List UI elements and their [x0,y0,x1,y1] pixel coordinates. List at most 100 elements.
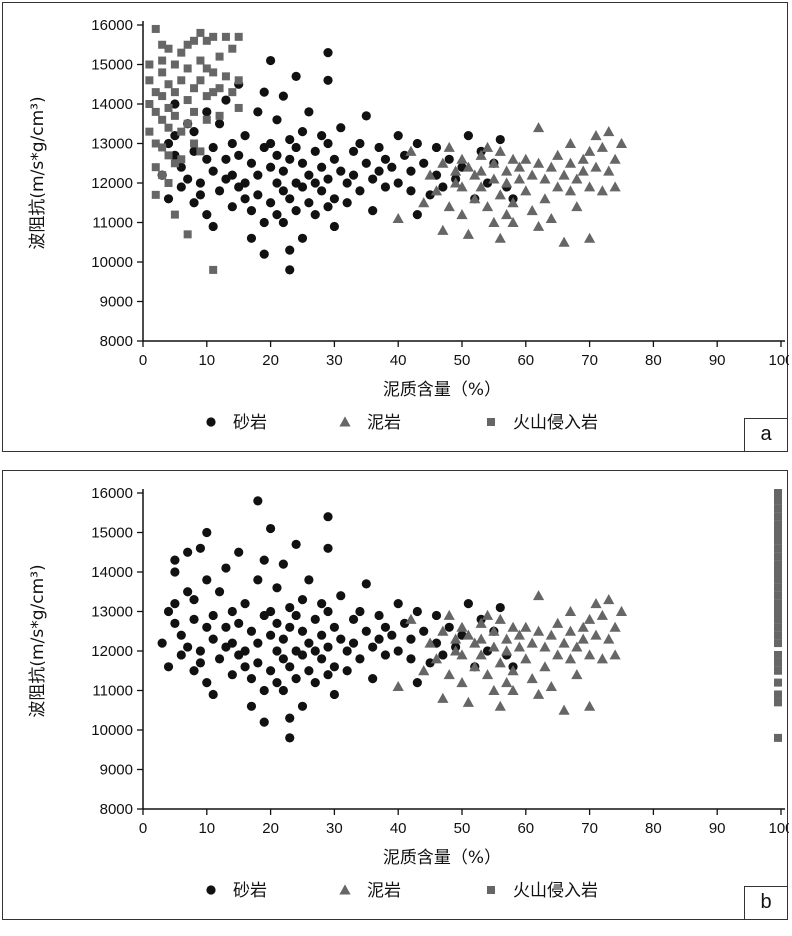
data-point-circle [208,142,218,153]
data-point-circle [361,111,371,121]
data-point-circle [259,87,269,97]
data-point-square [158,115,167,124]
data-point-circle [221,563,231,573]
series-circle [157,496,518,743]
data-point-circle [329,622,339,632]
data-point-circle [355,186,365,196]
data-point-triangle [577,633,589,644]
data-point-square [190,107,199,116]
data-point-circle [317,654,327,664]
data-point-triangle [494,613,506,624]
data-point-triangle [462,161,474,172]
data-point-circle [438,182,448,192]
x-tick-label: 30 [326,820,343,837]
data-point-square [158,40,167,49]
data-point-triangle [437,157,449,168]
data-point-square [158,68,167,77]
y-tick-label: 10000 [91,254,133,271]
data-point-square [221,72,230,81]
x-tick-label: 100 [768,820,789,837]
panel-label-a: a [744,418,788,452]
data-point-square [774,568,782,576]
data-point-triangle [609,649,621,660]
data-point-circle [259,555,269,565]
data-point-circle [304,666,314,676]
data-point-circle [317,186,327,196]
data-point-triangle [558,169,570,180]
x-tick-label: 20 [262,820,279,837]
data-point-circle [387,162,397,172]
data-point-circle [393,178,403,188]
data-point-circle [291,71,301,81]
data-point-triangle [405,145,417,156]
data-point-circle [438,650,448,660]
data-point-triangle [501,645,513,656]
data-point-square [183,119,192,128]
data-point-triangle [520,185,532,196]
data-point-square [774,512,782,521]
data-point-circle [342,666,352,676]
data-point-circle [253,170,263,180]
data-point-circle [342,178,352,188]
data-point-triangle [513,173,526,184]
data-point-circle [240,646,250,656]
data-point-triangle [564,653,577,664]
data-point-circle [368,206,378,216]
data-point-triangle [584,700,596,711]
data-point-triangle [392,212,404,224]
series-square [774,489,782,742]
legend-marker-triangle [339,884,351,895]
x-tick-label: 50 [454,820,471,837]
x-tick-label: 70 [581,820,598,837]
data-point-triangle [513,641,526,652]
legend-label: 火山侵入岩 [513,881,598,901]
data-point-triangle [456,153,468,164]
y-tick-label: 15000 [91,525,133,542]
data-point-triangle [513,161,526,172]
data-point-circle [412,606,422,617]
data-point-circle [297,182,308,192]
data-point-triangle [596,609,608,620]
series-square [145,24,243,274]
data-point-circle [348,638,359,648]
y-tick-label: 12000 [91,175,133,192]
data-point-circle [304,198,314,208]
data-point-triangle [526,637,538,648]
data-point-square [774,489,782,497]
data-point-circle [323,642,333,652]
data-point-triangle [609,181,621,192]
data-point-circle [253,658,263,668]
data-point-triangle [481,141,494,152]
data-point-circle [253,190,263,200]
x-tick-label: 20 [262,352,279,369]
data-point-square [183,96,192,105]
data-point-triangle [469,661,481,672]
data-point-circle [361,579,371,589]
y-axis-title: 波阻抗(m/s*g/cm³) [28,96,48,249]
data-point-triangle [507,197,519,208]
data-point-triangle [571,641,583,652]
data-point-triangle [475,617,487,628]
data-point-circle [272,210,282,220]
data-point-circle [310,210,320,220]
data-point-circle [240,131,250,141]
legend-label: 砂岩 [233,413,267,433]
data-point-square [196,76,205,85]
data-point-square [145,76,154,85]
data-point-circle [272,646,282,656]
data-point-circle [202,154,212,164]
data-point-circle [495,134,505,145]
data-point-circle [406,186,416,196]
data-point-circle [176,630,186,640]
data-point-square [190,84,199,93]
data-point-circle [278,654,288,664]
x-tick-label: 0 [139,820,147,837]
data-point-triangle [392,680,404,692]
data-point-circle [380,622,391,632]
data-point-square [190,139,199,148]
data-point-triangle [596,653,608,664]
data-point-triangle [590,629,602,640]
y-tick-label: 8000 [100,333,133,350]
data-point-circle [246,626,257,636]
data-point-triangle [481,669,494,680]
